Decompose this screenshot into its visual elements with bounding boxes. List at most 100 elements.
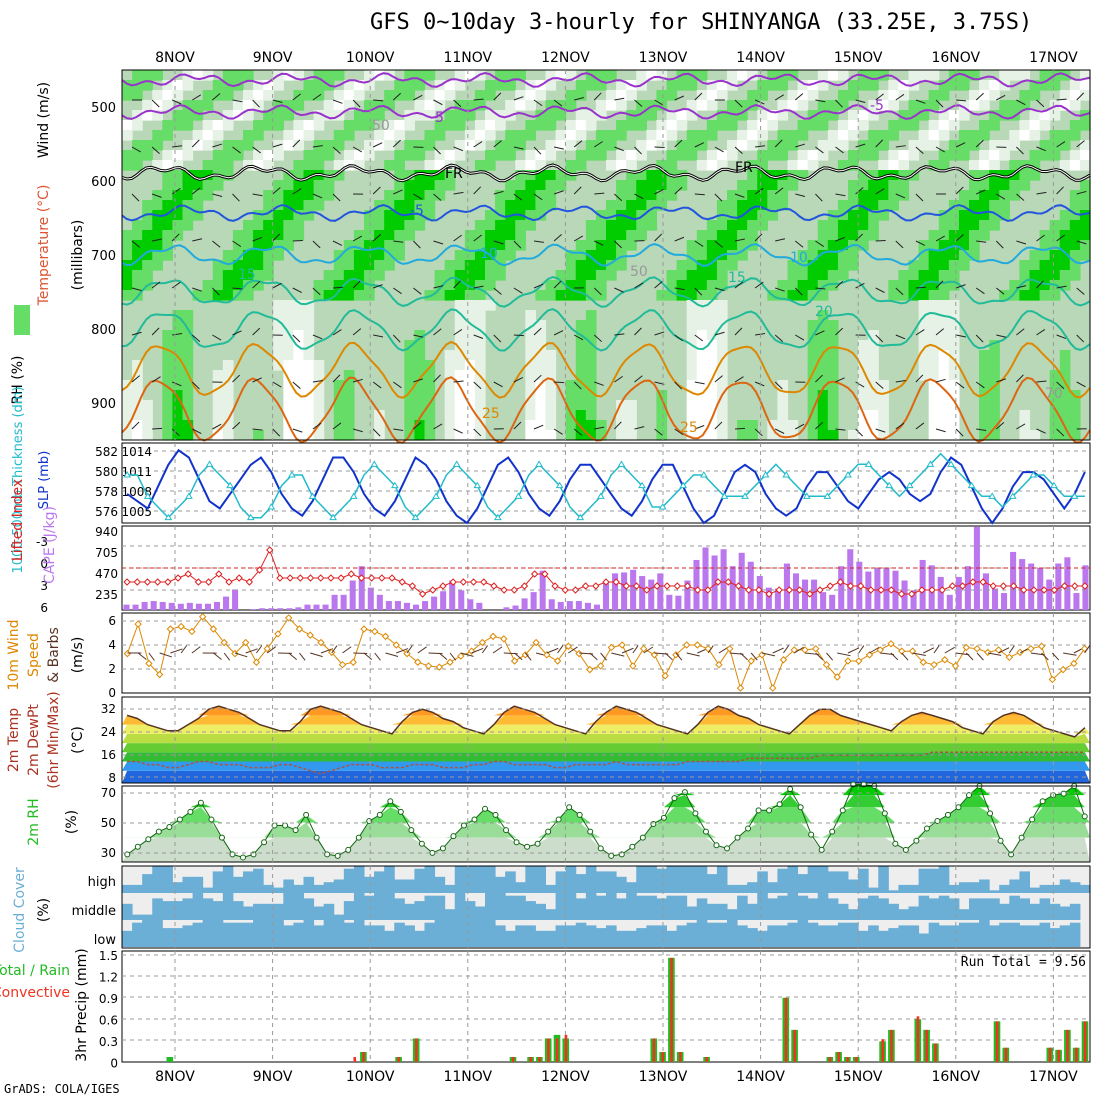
cape-bar [530,592,537,610]
rh-cell [595,280,607,291]
rh-cell [192,140,204,151]
rh-cell [122,150,133,161]
cloud-cell-middle [787,893,799,920]
rh-cell [1029,120,1041,131]
cloud-label-unit: (%) [36,898,52,922]
precip-label-b: Convective [0,985,70,1001]
rh2m-point [534,840,541,847]
thickness-line [127,452,1085,519]
wind-speed-point [392,641,400,649]
rh-cell [485,110,496,121]
wind-barb [714,331,725,336]
wind10-barb [761,652,776,657]
cape-bar [259,608,266,610]
cloud-cell-middle [928,898,940,920]
wind-barb [252,99,260,108]
rh-cell [595,150,607,161]
rh-cell [404,200,416,211]
rh-cell [837,240,849,251]
rh-cell [1049,420,1061,431]
lifted-index-point [663,582,671,590]
rh-cell [212,370,224,381]
rh2m-point [513,839,520,846]
rh-cell [353,240,365,251]
rh-cell [404,140,416,151]
rh-cell [827,140,839,151]
rh-cell [989,420,1000,431]
rh-cell [212,160,224,171]
rh2m-point [187,808,194,815]
rh-cell [303,390,315,401]
rh-cell [948,430,960,441]
rh-cell [515,180,526,191]
contour-label: -5 [870,98,884,114]
wind-barb [935,146,945,153]
rh-cell [787,420,799,431]
rh-cell [575,350,587,361]
rh-cell [414,350,426,361]
lifted-index-point [704,586,712,594]
cape-bar [132,604,139,610]
wind-barb [855,381,865,388]
wind-barb [191,334,201,342]
wind-barb [674,236,685,242]
cape-bar [548,599,555,610]
cape-bar [195,603,202,610]
cloud-cell-high [595,871,607,893]
wind-barb [795,193,806,197]
wind-barb [573,334,584,341]
rh-cell [424,400,436,411]
rh-cell [152,260,163,271]
rh-cell [706,230,718,241]
cloud-cell-middle [343,901,355,920]
wind10-barb [923,647,935,654]
rh-cell [343,420,355,431]
lifted-index-point [367,574,376,582]
rh-cell [797,290,809,301]
rh-cell [757,180,768,191]
temp-tick-label: 32 [101,702,116,716]
rh-cell [908,270,920,281]
wind-barb [714,375,723,383]
rh-cell [727,220,738,231]
thickness-point [432,492,440,499]
rh-cell [424,190,436,201]
rh-cell [485,280,496,291]
rh-cell [132,140,143,151]
rh-cell [646,190,658,201]
cape-bar [177,603,184,610]
wind-barb [895,379,906,383]
rh-cell [1049,400,1061,411]
rh-cell [293,310,305,321]
day-label-bottom: 9NOV [253,1069,293,1085]
wind-speed-point [887,640,895,648]
wind-barb [634,282,644,289]
rh-cell [777,290,789,301]
rh-cell [656,120,668,131]
precip-conv-bar [784,997,788,1062]
rh-cell [777,140,789,151]
thickness-point [205,460,214,467]
wind10-barb [1084,645,1091,654]
rh-cell [1019,70,1031,81]
rh-cell [142,200,153,211]
rh-cell [404,70,416,81]
rh-cell [394,220,405,231]
rh-cell [162,190,174,201]
rh-cell [404,180,416,191]
wind-barb [1056,381,1065,390]
wind-speed-point [231,649,239,658]
rh-cell [1059,230,1071,241]
rh-cell [535,90,547,101]
rh-cell [222,110,234,121]
rh-cell [172,320,184,331]
cloud-cell-low [132,922,143,947]
rh-cell [666,290,678,301]
cloud-cell-high [807,866,819,893]
rh-cell [485,210,496,221]
rh-cell [394,90,405,101]
cloud-cell-middle [777,895,788,920]
rh2m-tick-label: 30 [101,846,116,860]
wind-barb [151,327,160,336]
cloud-cell-low [162,928,173,947]
